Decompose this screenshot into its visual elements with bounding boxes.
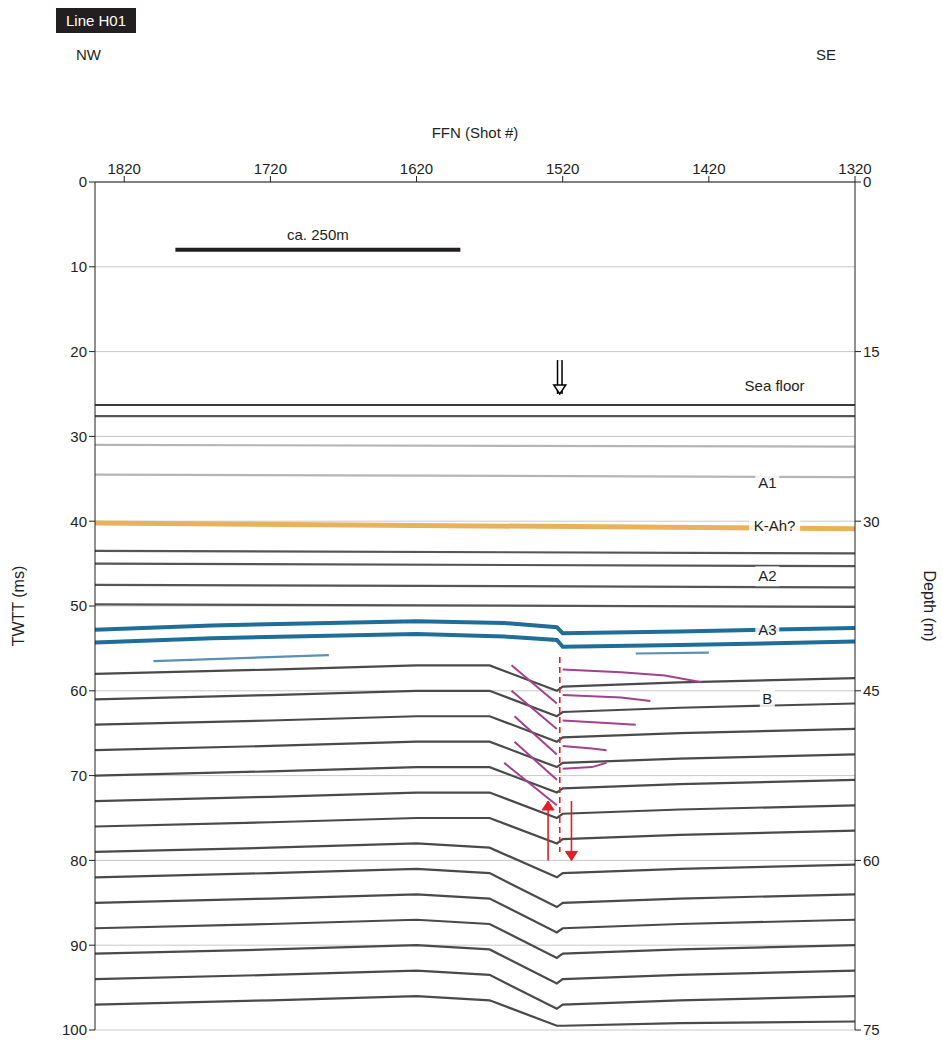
svg-text:0: 0 bbox=[79, 173, 87, 190]
html-text:NW: NW bbox=[76, 46, 101, 63]
svg-text:1420: 1420 bbox=[692, 160, 725, 177]
svg-text:1720: 1720 bbox=[254, 160, 287, 177]
svg-text:80: 80 bbox=[70, 852, 87, 869]
svg-text:A3: A3 bbox=[758, 621, 776, 638]
svg-text:40: 40 bbox=[70, 513, 87, 530]
svg-text:TWTT (ms): TWTT (ms) bbox=[10, 566, 27, 647]
svg-text:K-Ah?: K-Ah? bbox=[754, 517, 796, 534]
svg-text:10: 10 bbox=[70, 258, 87, 275]
svg-text:20: 20 bbox=[70, 343, 87, 360]
svg-text:30: 30 bbox=[70, 428, 87, 445]
svg-text:ca. 250m: ca. 250m bbox=[287, 226, 349, 243]
svg-text:Sea floor: Sea floor bbox=[745, 377, 805, 394]
svg-text:30: 30 bbox=[863, 513, 880, 530]
svg-text:A1: A1 bbox=[758, 474, 776, 491]
svg-text:45: 45 bbox=[863, 682, 880, 699]
svg-text:100: 100 bbox=[62, 1021, 87, 1038]
html-text:Line H01: Line H01 bbox=[66, 12, 126, 29]
svg-text:1520: 1520 bbox=[546, 160, 579, 177]
html-text:SE: SE bbox=[816, 46, 836, 63]
svg-text:70: 70 bbox=[70, 767, 87, 784]
svg-text:B: B bbox=[762, 690, 772, 707]
svg-text:60: 60 bbox=[70, 682, 87, 699]
svg-text:1320: 1320 bbox=[838, 160, 872, 177]
svg-text:90: 90 bbox=[70, 937, 87, 954]
svg-text:75: 75 bbox=[863, 1021, 880, 1038]
svg-text:15: 15 bbox=[863, 343, 880, 360]
svg-text:60: 60 bbox=[863, 852, 880, 869]
svg-text:50: 50 bbox=[70, 597, 87, 614]
svg-text:1820: 1820 bbox=[108, 160, 141, 177]
html-text:FFN (Shot #): FFN (Shot #) bbox=[431, 124, 519, 141]
svg-text:1620: 1620 bbox=[400, 160, 433, 177]
svg-text:0: 0 bbox=[863, 173, 871, 190]
svg-text:Depth (m): Depth (m) bbox=[921, 570, 938, 641]
svg-text:A2: A2 bbox=[758, 567, 776, 584]
